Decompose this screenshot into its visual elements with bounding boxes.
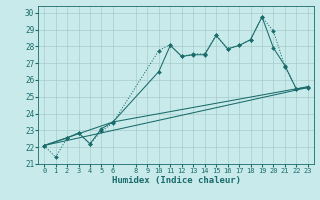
X-axis label: Humidex (Indice chaleur): Humidex (Indice chaleur)	[111, 176, 241, 185]
